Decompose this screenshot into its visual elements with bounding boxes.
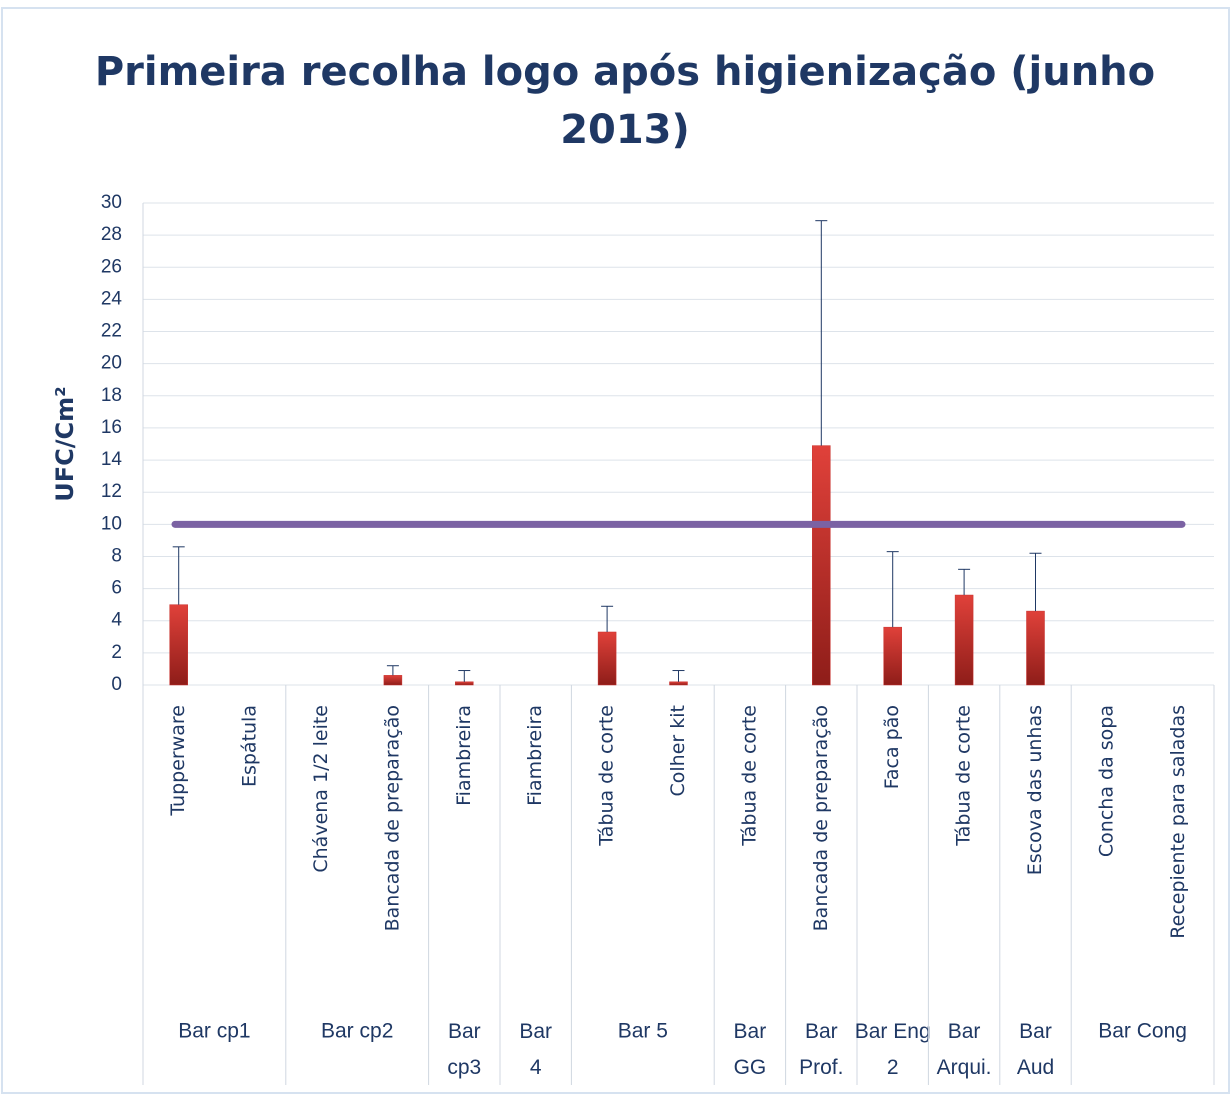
- y-tick-label: 14: [101, 449, 123, 470]
- group-label: Bar Prof.: [799, 1020, 843, 1079]
- group-label: Bar cp2: [321, 1020, 393, 1043]
- y-tick-label: 24: [101, 288, 123, 309]
- y-tick-label: 2: [111, 642, 122, 663]
- group-label: Bar cp3: [447, 1020, 481, 1079]
- bar: [954, 594, 974, 686]
- y-tick-label: 20: [101, 353, 122, 374]
- x-tick-label: Escova das unhas: [1024, 705, 1046, 875]
- bar: [597, 631, 617, 686]
- y-tick-label: 18: [101, 385, 122, 406]
- x-tick-label: Tábua de corte: [738, 705, 760, 847]
- x-tick-label: Fiambreira: [524, 705, 546, 806]
- chart-title: Primeira recolha logo após higienização …: [95, 49, 1155, 153]
- x-tick-label: Tupperware: [167, 705, 189, 817]
- y-tick-label: 16: [101, 417, 122, 438]
- frame: [1, 7, 1230, 1094]
- bar: [1026, 610, 1045, 686]
- bar: [455, 681, 474, 686]
- y-tick-label: 22: [101, 321, 122, 342]
- y-tick-label: 6: [111, 578, 122, 599]
- y-tick-label: 26: [101, 256, 122, 277]
- x-tick-label: Tábua de corte: [953, 705, 975, 847]
- x-tick-label: Concha da sopa: [1095, 705, 1117, 857]
- bar: [383, 675, 403, 686]
- y-tick-label: 4: [111, 610, 122, 631]
- x-tick-label: Espátula: [239, 705, 261, 787]
- bar: [169, 604, 188, 686]
- bar: [669, 681, 688, 686]
- x-tick-label: Bancada de preparação: [381, 705, 403, 931]
- y-tick-label: 10: [101, 513, 122, 534]
- y-tick-label: 28: [101, 224, 122, 245]
- y-tick-label: 12: [101, 481, 122, 502]
- x-tick-label: Colher kit: [667, 705, 689, 796]
- bar: [883, 626, 902, 686]
- x-tick-label: Fiambreira: [453, 705, 475, 806]
- group-label: Bar Eng 2: [855, 1020, 931, 1079]
- y-tick-label: 30: [101, 192, 122, 213]
- y-axis-label: UFC/Cm²: [51, 386, 79, 501]
- x-tick-label: Chávena 1/2 leite: [310, 705, 332, 873]
- y-tick-label: 8: [111, 545, 122, 566]
- x-tick-label: Tábua de corte: [596, 705, 618, 847]
- group-label: Bar cp1: [178, 1020, 250, 1043]
- x-tick-label: Recepiente para saladas: [1167, 705, 1189, 939]
- y-tick-label: 0: [111, 674, 122, 695]
- group-label: Bar Aud: [1017, 1020, 1054, 1079]
- x-tick-label: Bancada de preparação: [810, 705, 832, 931]
- group-label: Bar Arqui.: [937, 1020, 992, 1079]
- x-tick-label: Faca pão: [881, 705, 903, 789]
- bar: [812, 445, 831, 686]
- group-label: Bar Cong: [1098, 1020, 1187, 1043]
- group-label: Bar 4: [519, 1020, 552, 1079]
- group-label: Bar 5: [618, 1020, 668, 1043]
- group-label: Bar GG: [734, 1020, 767, 1079]
